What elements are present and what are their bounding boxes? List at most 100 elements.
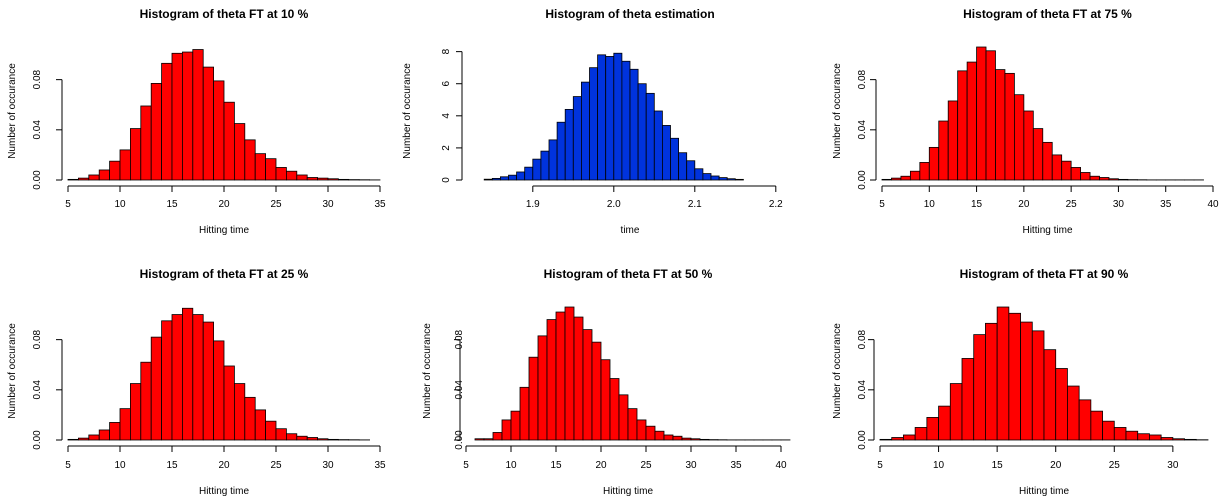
histogram-bar xyxy=(213,80,225,181)
histogram-bar xyxy=(966,61,977,181)
histogram-bar xyxy=(524,166,534,181)
histogram-bar xyxy=(285,433,298,441)
x-tick-label: 25 xyxy=(1109,460,1121,471)
histogram-bar xyxy=(645,92,655,181)
histogram-bar xyxy=(1043,349,1057,441)
x-tick-label: 25 xyxy=(1066,199,1078,210)
histogram-bar xyxy=(678,152,688,181)
y-tick-label: 4 xyxy=(441,113,452,119)
histogram-bar xyxy=(129,128,142,181)
x-axis-label: Hitting time xyxy=(1022,225,1072,236)
histogram-bar xyxy=(957,70,968,181)
x-tick-label: 40 xyxy=(1207,199,1219,210)
histogram-panel-3: Histogram of theta FT at 75 % 5 10 15 20 25 30… xyxy=(832,7,1219,236)
x-tick-label: 15 xyxy=(550,460,562,471)
histogram-bar xyxy=(192,314,204,441)
histogram-bar xyxy=(233,383,246,441)
x-axis-label: Hitting time xyxy=(199,486,249,497)
y-tick-label: 2 xyxy=(441,145,452,151)
y-tick-label: 0.00 xyxy=(454,430,465,450)
x-tick-label: 30 xyxy=(322,460,334,471)
histogram-bar xyxy=(609,378,620,441)
x-tick-label: 2.1 xyxy=(688,199,702,210)
histogram-bar xyxy=(734,178,744,181)
x-tick-label: 10 xyxy=(114,460,126,471)
histogram-bar xyxy=(663,434,674,441)
histogram-bar xyxy=(914,427,928,441)
histogram-bar xyxy=(947,100,959,181)
histogram-bar xyxy=(483,438,494,441)
histogram-bar xyxy=(1055,368,1068,441)
histogram-panel-5: Histogram of theta FT at 50 % 5 10 15 20 25 30… xyxy=(422,267,791,497)
histogram-bar xyxy=(265,158,277,181)
histogram-bar xyxy=(636,419,647,441)
histogram-bar xyxy=(1113,427,1127,441)
histogram-bar xyxy=(140,361,152,441)
histogram-bar xyxy=(976,46,987,181)
histogram-bar xyxy=(181,307,194,441)
histogram-bar xyxy=(718,177,728,181)
histogram-bar xyxy=(119,408,131,441)
x-tick-label: 2.0 xyxy=(607,199,621,210)
histogram-bar xyxy=(564,108,574,181)
x-axis-label: time xyxy=(621,225,640,236)
x-tick-label: 30 xyxy=(1113,199,1125,210)
x-tick-label: 5 xyxy=(65,199,71,210)
histogram-bar xyxy=(938,405,951,441)
histogram-bar xyxy=(161,62,173,181)
histogram-panel-4: Histogram of theta FT at 25 % 5 10 15 20 25 30… xyxy=(7,267,386,497)
histogram-bar xyxy=(254,153,266,181)
x-tick-label: 35 xyxy=(374,199,386,210)
x-tick-label: 5 xyxy=(65,460,71,471)
x-tick-label: 35 xyxy=(1160,199,1172,210)
x-tick-label: 30 xyxy=(1167,460,1179,471)
histogram-bar xyxy=(629,68,639,181)
histogram-bar xyxy=(928,146,940,181)
histogram-bar xyxy=(1089,175,1100,181)
chart-title: Histogram of theta FT at 50 % xyxy=(544,267,713,281)
histogram-bar xyxy=(702,173,712,181)
chart-title: Histogram of theta FT at 10 % xyxy=(140,7,309,21)
x-tick-label: 20 xyxy=(1018,199,1030,210)
x-tick-label: 10 xyxy=(114,199,126,210)
histogram-bar xyxy=(996,306,1010,441)
histogram-bar xyxy=(327,438,339,441)
histogram-bar xyxy=(537,335,548,441)
histogram-bar xyxy=(88,174,100,181)
histogram-bar xyxy=(1031,330,1045,441)
histogram-bar xyxy=(1099,177,1110,181)
histogram-bar xyxy=(637,83,647,181)
y-tick-label: 0.04 xyxy=(857,380,868,400)
x-tick-label: 20 xyxy=(595,460,607,471)
histogram-bar xyxy=(600,359,611,441)
histogram-bar xyxy=(605,56,615,181)
histogram-bar xyxy=(879,438,893,441)
y-tick-label: 0.00 xyxy=(857,170,868,190)
histogram-bar xyxy=(223,101,235,181)
histogram-bar xyxy=(202,321,214,441)
histogram-bar xyxy=(662,125,671,181)
y-tick-label: 0.08 xyxy=(454,329,465,349)
y-axis-label: Number of occurance xyxy=(402,63,413,159)
histogram-bar xyxy=(961,358,975,441)
histogram-bar xyxy=(686,160,696,181)
histogram-bar xyxy=(546,319,557,441)
x-tick-label: 10 xyxy=(924,199,936,210)
histogram-bar xyxy=(483,178,493,181)
histogram-bar xyxy=(491,177,501,181)
histogram-bar xyxy=(1061,160,1072,181)
histogram-bar xyxy=(573,316,584,441)
y-tick-label: 0.04 xyxy=(32,380,43,400)
y-tick-label: 6 xyxy=(441,81,452,87)
x-tick-label: 15 xyxy=(971,199,983,210)
histogram-bar xyxy=(949,383,963,441)
y-tick-label: 0.08 xyxy=(857,329,868,349)
histogram-bar xyxy=(140,105,152,181)
histogram-bar xyxy=(192,49,204,181)
histogram-bar xyxy=(555,311,566,441)
histogram-bar xyxy=(938,120,949,181)
y-tick-label: 0.04 xyxy=(454,380,465,400)
histogram-bar xyxy=(1078,399,1092,441)
histogram-bar xyxy=(540,150,550,181)
histogram-bar xyxy=(589,67,599,181)
